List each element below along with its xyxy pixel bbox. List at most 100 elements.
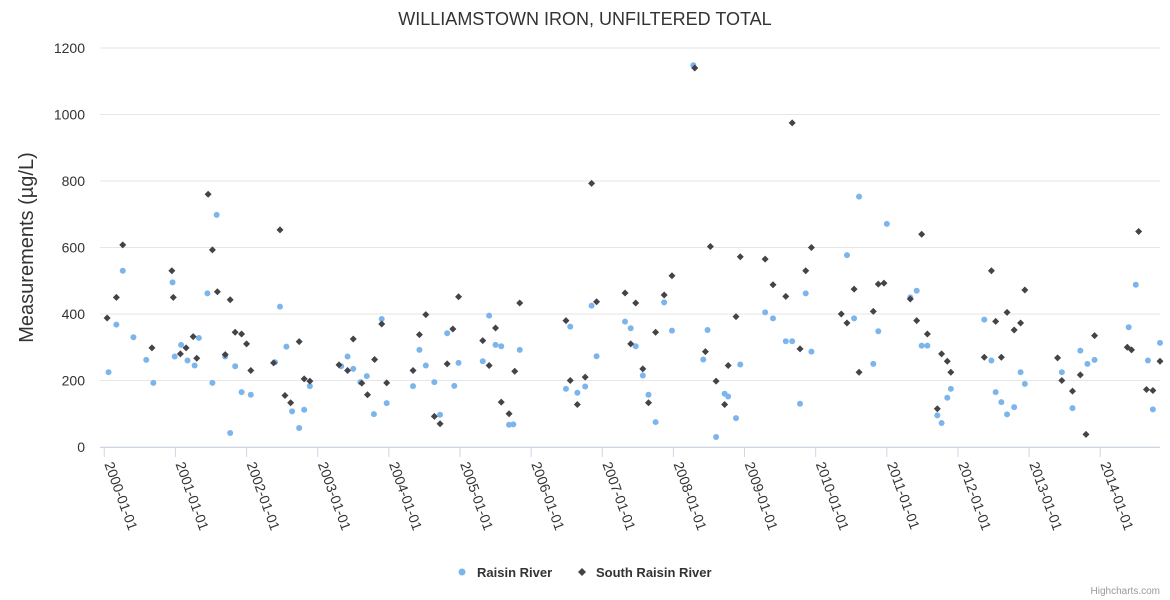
data-point[interactable] [567,323,574,330]
data-point[interactable] [1084,360,1091,367]
data-point[interactable] [112,293,120,301]
data-point[interactable] [627,340,635,348]
data-point[interactable] [119,241,127,249]
data-point[interactable] [383,379,391,387]
data-point[interactable] [923,330,931,338]
data-point[interactable] [652,419,659,426]
data-point[interactable] [632,343,639,350]
data-point[interactable] [349,335,357,343]
data-point[interactable] [668,327,675,334]
data-point[interactable] [1135,228,1143,236]
data-point[interactable] [226,296,234,304]
data-point[interactable] [807,244,815,251]
data-point[interactable] [422,311,430,319]
data-point[interactable] [588,179,596,187]
data-point[interactable] [1157,339,1163,346]
credits-link[interactable]: Highcharts.com [1091,586,1160,597]
data-point[interactable] [880,279,888,287]
data-point[interactable] [430,412,438,420]
data-point[interactable] [243,340,251,348]
data-point[interactable] [725,393,732,400]
data-point[interactable] [850,285,858,293]
data-point[interactable] [1149,386,1157,394]
data-point[interactable] [701,348,709,356]
data-point[interactable] [358,379,366,387]
data-point[interactable] [562,385,569,392]
data-point[interactable] [169,293,177,301]
data-point[interactable] [182,344,190,352]
data-point[interactable] [1003,308,1011,316]
data-point[interactable] [808,348,815,355]
data-point[interactable] [700,356,707,363]
data-point[interactable] [1091,332,1099,340]
data-point[interactable] [498,343,505,350]
data-point[interactable] [660,291,668,299]
data-point[interactable] [410,383,417,390]
data-point[interactable] [574,389,581,396]
data-point[interactable] [1128,346,1136,354]
data-point[interactable] [516,299,524,307]
data-point[interactable] [947,385,954,392]
data-point[interactable] [289,408,296,415]
data-point[interactable] [150,379,157,386]
data-point[interactable] [171,353,178,360]
data-point[interactable] [691,64,699,72]
data-point[interactable] [238,330,246,338]
data-point[interactable] [422,362,429,369]
data-point[interactable] [1149,406,1156,413]
data-point[interactable] [1069,405,1076,412]
data-point[interactable] [189,333,197,341]
data-point[interactable] [918,342,925,349]
data-point[interactable] [270,359,278,367]
data-point[interactable] [588,302,595,309]
data-point[interactable] [103,314,111,322]
data-point[interactable] [350,365,357,372]
data-point[interactable] [204,190,212,198]
data-point[interactable] [227,430,234,437]
data-point[interactable] [869,307,877,315]
data-point[interactable] [436,420,444,428]
data-point[interactable] [455,293,463,301]
data-point[interactable] [645,391,652,398]
data-point[interactable] [639,365,647,373]
data-point[interactable] [870,360,877,367]
data-point[interactable] [378,320,386,328]
data-point[interactable] [1077,347,1084,354]
data-point[interactable] [492,324,500,332]
data-point[interactable] [276,226,284,234]
data-point[interactable] [796,345,804,353]
data-point[interactable] [627,325,634,332]
data-point[interactable] [344,367,352,375]
data-point[interactable] [451,382,458,389]
legend-item-south-raisin-river[interactable]: South Raisin River [578,565,712,580]
data-point[interactable] [712,377,720,385]
data-point[interactable] [176,350,184,358]
data-point[interactable] [762,309,769,316]
data-point[interactable] [724,362,732,370]
data-point[interactable] [713,434,720,441]
data-point[interactable] [802,267,810,275]
data-point[interactable] [1142,385,1150,393]
data-point[interactable] [883,220,890,227]
data-point[interactable] [416,346,423,353]
data-point[interactable] [1058,369,1065,376]
data-point[interactable] [1010,326,1018,334]
data-point[interactable] [632,299,640,307]
data-point[interactable] [449,325,457,333]
data-point[interactable] [843,319,851,327]
data-point[interactable] [668,272,676,280]
data-point[interactable] [301,406,308,413]
data-point[interactable] [335,361,343,369]
data-point[interactable] [363,373,370,380]
data-point[interactable] [231,328,239,336]
data-point[interactable] [281,391,289,399]
data-point[interactable] [437,411,444,418]
data-point[interactable] [938,350,946,358]
data-point[interactable] [1082,430,1090,438]
data-point[interactable] [943,357,951,365]
data-point[interactable] [769,315,776,322]
data-point[interactable] [510,421,517,428]
data-point[interactable] [1144,357,1151,364]
data-point[interactable] [947,368,955,376]
data-point[interactable] [191,362,198,369]
